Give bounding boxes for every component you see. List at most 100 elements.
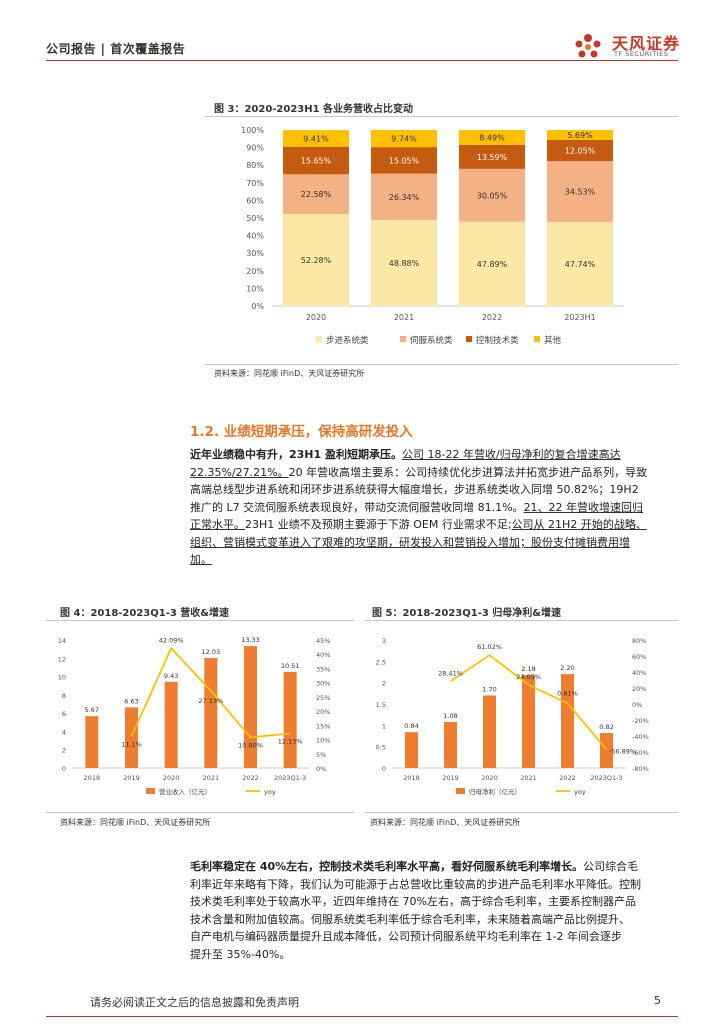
para2-l5: 自产电机与编码器质量提升且成本降低，公司预计伺服系统平均毛利率在 1-2 年间会… — [190, 930, 622, 943]
fig3-bar-segment — [371, 173, 437, 220]
left-ytick: 4 — [62, 728, 66, 736]
fig3-bar-segment — [371, 129, 437, 148]
fig3-bar-segment — [459, 129, 525, 145]
left-ytick: 0 — [382, 765, 386, 773]
fig3-legend-label: 控制技术类 — [476, 335, 519, 346]
left-ytick: 3 — [382, 637, 386, 645]
fig3-legend-swatch — [466, 336, 472, 342]
para1-l5-ul: 正常水平。 — [190, 518, 245, 531]
fig3-legend-swatch — [534, 336, 540, 342]
bar-label: 1.08 — [443, 712, 457, 720]
xtick: 2019 — [123, 774, 140, 782]
bar — [561, 674, 574, 768]
para2-l3: 技术类毛利率处于较高水平，近四年维持在 70%左右，高于综合毛利率，主要系控制器… — [190, 895, 636, 908]
left-ytick: 1.5 — [376, 701, 386, 709]
para1-l5-ul2: 公司从 21H2 开始的战略、 — [511, 518, 647, 531]
bar — [85, 716, 99, 768]
bar-label: 13.33 — [241, 636, 260, 644]
fig3-data-label: 15.65% — [301, 156, 332, 165]
fig3-bar-segment — [283, 146, 349, 175]
bar — [405, 732, 418, 768]
fig3-ytick: 90% — [246, 144, 264, 153]
fig3-data-label: 12.05% — [565, 147, 596, 156]
legend-bar-label: 归母净利（亿元） — [469, 787, 521, 796]
para1-l4-ul: 21、22 年营收增速回归 — [523, 500, 644, 514]
fig3-data-label: 47.74% — [565, 260, 596, 269]
logo-text-en: TF SECURITIES — [614, 50, 669, 58]
figure5-title: 图 5：2018-2023Q1-3 归母净利&增速 — [372, 608, 562, 619]
paragraph-performance: 近年业绩稳中有升，23H1 盈利短期承压。公司 18-22 年营收/归母净利的复… — [190, 446, 680, 569]
bar — [283, 671, 297, 768]
legend-bar-label: 营业收入（亿元） — [159, 787, 211, 796]
xtick: 2020 — [481, 774, 498, 782]
yoy-label: 24.05% — [516, 673, 541, 681]
fig3-bar-segment — [547, 139, 613, 162]
yoy-label: -56.89% — [609, 748, 636, 756]
fig3-data-label: 22.58% — [301, 190, 332, 199]
fig3-bar-segment — [547, 129, 613, 140]
fig3-bar-segment — [371, 147, 437, 174]
fig3-legend-label: 伺服系统类 — [410, 335, 453, 346]
fig3-data-label: 52.28% — [301, 256, 332, 265]
xtick: 2022 — [559, 774, 576, 782]
fig3-data-label: 8.49% — [479, 133, 505, 142]
xtick: 2018 — [84, 774, 101, 782]
fig3-data-label: 30.05% — [477, 191, 508, 200]
legend-bar-swatch — [146, 788, 155, 794]
para1-l4: 推广的 L7 交流伺服系统表现良好，带动交流伺服营收同增 81.1%。 — [190, 500, 524, 514]
company-logo: 天风证券 TF SECURITIES — [568, 28, 688, 64]
right-ytick: 25% — [316, 694, 330, 702]
right-ytick: 80% — [632, 637, 646, 645]
fig3-xtick: 2020 — [306, 313, 326, 322]
xtick: 2018 — [403, 774, 420, 782]
section-title: 1.2. 业绩短期承压，保持高研发投入 — [190, 424, 413, 440]
right-ytick: 5% — [316, 751, 326, 759]
fig3-ytick: 70% — [246, 179, 264, 188]
fig3-data-label: 26.34% — [389, 193, 420, 202]
left-ytick: 14 — [58, 637, 66, 645]
footer-disclaimer: 请务必阅读正文之后的信息披露和免责声明 — [90, 996, 299, 1009]
fig3-bar-segment — [459, 168, 525, 222]
fig3-data-label: 9.74% — [391, 135, 417, 144]
para2-l1: 公司综合毛 — [583, 860, 639, 873]
xtick: 2021 — [203, 774, 220, 782]
xtick: 2022 — [242, 774, 259, 782]
left-ytick: 6 — [62, 710, 66, 718]
fig3-data-label: 15.05% — [389, 156, 420, 165]
legend-line-label: yoy — [264, 788, 276, 796]
right-ytick: 45% — [316, 637, 330, 645]
fig3-ytick: 50% — [246, 214, 264, 223]
figure5-top-rule — [364, 620, 678, 621]
fig3-data-label: 47.89% — [477, 260, 508, 269]
yoy-label: 10.80% — [238, 741, 263, 749]
fig3-xtick: 2021 — [394, 313, 414, 322]
footer-divider — [46, 1016, 678, 1017]
para2-l2: 利率近年来略有下降，我们认为可能源于占总营收比重较高的步进产品毛利率水平降低。控… — [190, 877, 641, 891]
left-ytick: 2 — [62, 747, 66, 755]
yoy-line — [449, 654, 608, 751]
bar-label: 0.82 — [599, 723, 613, 731]
fig3-ytick: 60% — [246, 196, 264, 205]
paragraph-gross-margin: 毛利率稳定在 40%左右，控制技术类毛利率水平高，看好伺服系统毛利率增长。公司综… — [190, 858, 680, 963]
para1-l5: 23H1 业绩不及预期主要源于下游 OEM 行业需求不足; — [245, 518, 512, 531]
fig3-bar-segment — [283, 130, 349, 147]
fig3-bar-segment — [283, 174, 349, 214]
bar — [600, 733, 613, 768]
fig3-legend-label: 其他 — [544, 335, 562, 346]
xtick: 2019 — [442, 774, 459, 782]
right-ytick: 15% — [316, 722, 330, 730]
bar-label: 2.18 — [521, 665, 535, 673]
bar-label: 5.67 — [85, 706, 99, 714]
figure4-source: 资料来源：同花顺 iFinD、天风证券研究所 — [60, 818, 211, 827]
report-category: 公司报告 | 首次覆盖报告 — [46, 42, 186, 56]
xtick: 2023Q1-3 — [590, 774, 622, 782]
yoy-label: 12.13% — [278, 737, 303, 745]
fig3-ytick: 40% — [246, 232, 264, 241]
figure4-chart: 0 2 4 6 8 10 12 14 0% 5% 10% 15% 20% 25% 30% 35% 40% 45% 5… — [58, 636, 331, 796]
right-ytick: 30% — [316, 680, 330, 688]
xtick: 2021 — [520, 774, 537, 782]
para1-l2-ul: 22.35%/27.21%。 — [190, 465, 289, 479]
page-number: 5 — [654, 994, 661, 1007]
figure3-source: 资料来源：同花顺 iFinD、天风证券研究所 — [214, 369, 365, 378]
right-ytick: -60% — [632, 749, 649, 757]
